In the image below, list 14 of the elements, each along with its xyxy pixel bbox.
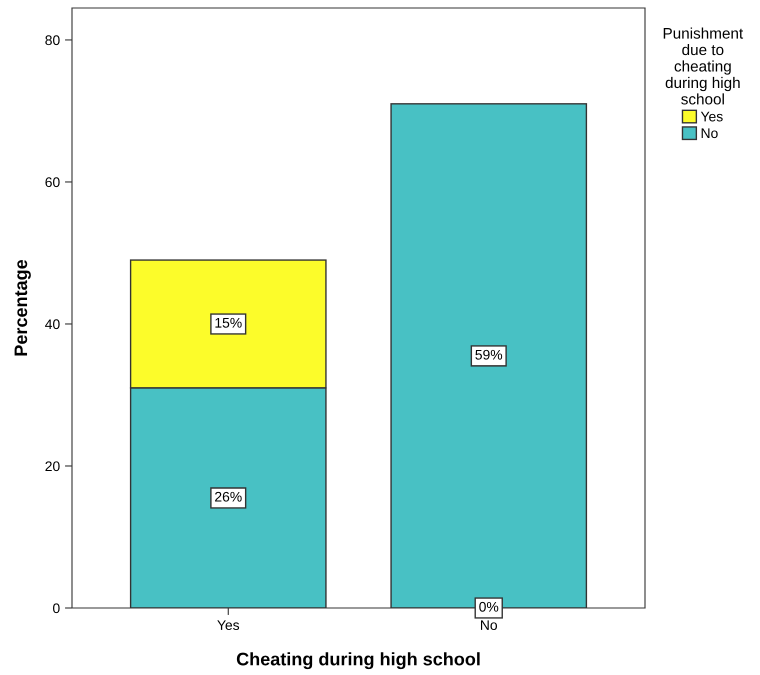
legend-label: No <box>702 128 718 138</box>
y-tick-label: 40 <box>45 319 60 330</box>
y-tick-label: 20 <box>45 461 60 472</box>
y-tick-label: 0 <box>53 603 60 614</box>
annotation: 26% <box>215 492 242 502</box>
annotation: 59% <box>475 350 502 360</box>
legend-label: Yes <box>700 112 723 122</box>
y-tick-label: 80 <box>45 35 60 46</box>
y-tick-label: 60 <box>45 177 60 188</box>
annotation: 15% <box>215 318 242 328</box>
y-axis-title: Percentage <box>14 260 31 356</box>
legend-title: Punishment due to cheating during high school <box>664 28 744 105</box>
x-axis-title: Cheating during high school <box>236 652 480 670</box>
annotation: 0% <box>479 602 498 612</box>
